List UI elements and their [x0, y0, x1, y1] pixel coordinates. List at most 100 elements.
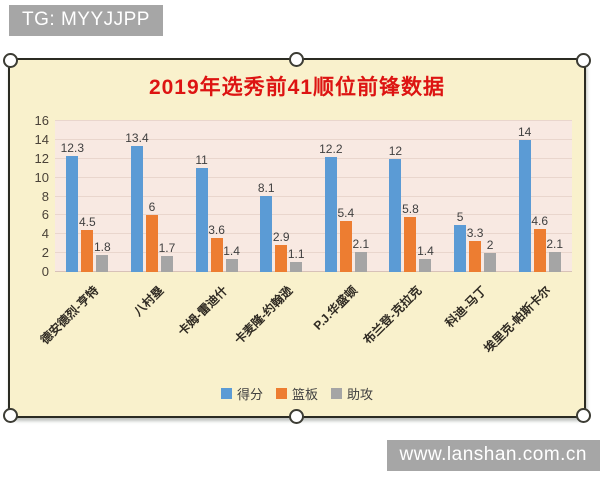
bar-group: 14 4.6 2.1 — [507, 121, 572, 272]
bar-value-label: 11 — [195, 153, 208, 168]
legend-item: 篮板 — [275, 384, 318, 403]
bar-value-label: 1.8 — [93, 240, 111, 255]
bar-得分: 12 — [389, 144, 402, 272]
bar-value-label: 12.3 — [60, 140, 84, 155]
y-axis-tick-label: 16 — [34, 113, 49, 128]
gridline — [55, 195, 572, 197]
bar-得分: 5 — [454, 210, 467, 272]
bar-得分: 8.1 — [258, 181, 275, 272]
bar-value-label: 2 — [486, 238, 494, 253]
bar-value-label: 2.1 — [546, 237, 564, 252]
y-axis-tick-label: 4 — [41, 226, 49, 242]
gridline — [55, 120, 572, 121]
legend-label: 得分 — [236, 387, 263, 402]
legend-item: 得分 — [220, 384, 263, 403]
bar-groups: 12.3 4.5 1.8 13.4 6 1.7 11 3.6 1.4 8.1 2.9 1.1 12.2 5… — [55, 121, 572, 272]
pin-icon — [289, 409, 304, 424]
bar-value-label: 3.6 — [208, 223, 225, 238]
x-axis-category: 德安德烈-亨特 — [38, 276, 120, 376]
bar-value-label: 1.4 — [417, 243, 434, 258]
legend-swatch-icon — [331, 388, 342, 399]
legend-label: 助攻 — [347, 387, 374, 402]
bar-value-label: 4.5 — [78, 214, 96, 229]
bar-篮板: 4.6 — [531, 214, 548, 272]
bar-得分: 12.2 — [319, 142, 342, 272]
legend-swatch-icon — [275, 388, 287, 399]
bar-助攻: 1.7 — [159, 241, 175, 272]
bar-group: 12.3 4.5 1.8 — [55, 121, 120, 272]
bar-得分: 11 — [195, 153, 208, 272]
gridline — [55, 271, 572, 272]
legend-label: 篮板 — [291, 387, 318, 402]
pin-icon — [576, 53, 591, 68]
bar-group: 12.2 5.4 2.1 — [314, 121, 379, 272]
bar-group: 5 3.3 2 — [443, 121, 508, 272]
legend-swatch-icon — [220, 388, 232, 399]
bar-助攻: 2 — [484, 238, 497, 272]
bar-助攻: 1.1 — [288, 247, 305, 272]
y-axis-tick-label: 8 — [41, 188, 49, 204]
bar-篮板: 3.6 — [208, 223, 225, 272]
bar-篮板: 4.5 — [79, 215, 96, 272]
y-axis-tick-label: 6 — [41, 207, 49, 223]
bar-value-label: 14 — [518, 124, 532, 139]
x-axis-category-label: 德安德烈-亨特 — [37, 283, 102, 348]
bar-助攻: 2.1 — [352, 237, 369, 272]
x-axis-category-label: P.J.华盛顿 — [310, 283, 360, 333]
gridline — [55, 233, 572, 235]
bar-group: 8.1 2.9 1.1 — [249, 121, 314, 272]
y-axis-tick-label: 10 — [34, 169, 49, 185]
bar-得分: 12.3 — [61, 141, 84, 272]
bar-value-label: 12 — [388, 143, 403, 158]
bar-value-label: 1.1 — [287, 246, 305, 261]
bar-得分: 14 — [518, 125, 531, 272]
x-axis-category-label: 八村塁 — [130, 283, 166, 319]
bar-value-label: 5 — [456, 209, 464, 224]
bar-value-label: 13.4 — [125, 130, 149, 145]
bar-助攻: 1.4 — [223, 244, 240, 272]
x-axis-category: 卡麦隆-约翰逊 — [231, 276, 314, 376]
top-watermark-badge: TG: MYYJJPP — [9, 5, 163, 36]
bar-篮板: 2.9 — [273, 230, 290, 272]
bar-value-label: 1.7 — [158, 240, 176, 255]
bar-value-label: 5.4 — [337, 206, 355, 221]
bar-篮板: 5.8 — [402, 202, 419, 272]
gridline — [55, 176, 572, 178]
bar-group: 13.4 6 1.7 — [120, 121, 185, 272]
legend: 得分 篮板 助攻 — [10, 384, 584, 403]
bar-助攻: 1.4 — [417, 244, 434, 272]
chart-board: 2019年选秀前41顺位前锋数据 12.3 4.5 1.8 13.4 6 1.7 11 3.6… — [3, 52, 591, 424]
x-axis-category-label: 科迪-马丁 — [442, 283, 489, 331]
bar-value-label: 12.2 — [319, 141, 343, 156]
bar-篮板: 5.4 — [337, 206, 354, 272]
bar-group: 12 5.8 1.4 — [378, 121, 443, 272]
bar-value-label: 2.9 — [272, 229, 290, 244]
x-axis-category: 布兰登-克拉克 — [361, 276, 443, 376]
bar-value-label: 2.1 — [352, 237, 370, 252]
y-axis-tick-label: 2 — [41, 245, 49, 261]
bottom-watermark-badge: www.lanshan.com.cn — [386, 440, 600, 471]
gridline — [55, 157, 572, 159]
bar-篮板: 6 — [145, 200, 158, 272]
bar-value-label: 6 — [148, 200, 156, 215]
gridline — [55, 214, 572, 216]
y-axis-tick-label: 14 — [34, 131, 49, 147]
chart-title: 2019年选秀前41顺位前锋数据 — [148, 76, 446, 99]
plot-area: 12.3 4.5 1.8 13.4 6 1.7 11 3.6 1.4 8.1 2.9 1.1 12.2 5… — [35, 113, 572, 279]
pin-icon — [576, 408, 591, 423]
x-axis-labels: 德安德烈-亨特 八村塁 卡姆-雷迪什 卡麦隆-约翰逊 P.J.华盛顿 布兰登-克拉克 科迪-… — [38, 276, 572, 376]
bar-篮板: 3.3 — [467, 226, 483, 272]
gridline — [55, 138, 572, 140]
legend-item: 助攻 — [331, 384, 373, 403]
bar-value-label: 5.8 — [402, 202, 419, 217]
pin-icon — [289, 52, 304, 67]
bar-助攻: 2.1 — [546, 237, 563, 272]
bar-助攻: 1.8 — [94, 240, 111, 272]
bar-group: 11 3.6 1.4 — [184, 121, 249, 272]
gridline — [55, 252, 572, 254]
bar-得分: 13.4 — [125, 131, 149, 272]
bar-value-label: 1.4 — [223, 243, 240, 258]
pin-icon — [3, 53, 18, 68]
bar-value-label: 3.3 — [466, 225, 484, 240]
bar-value-label: 8.1 — [257, 180, 275, 195]
